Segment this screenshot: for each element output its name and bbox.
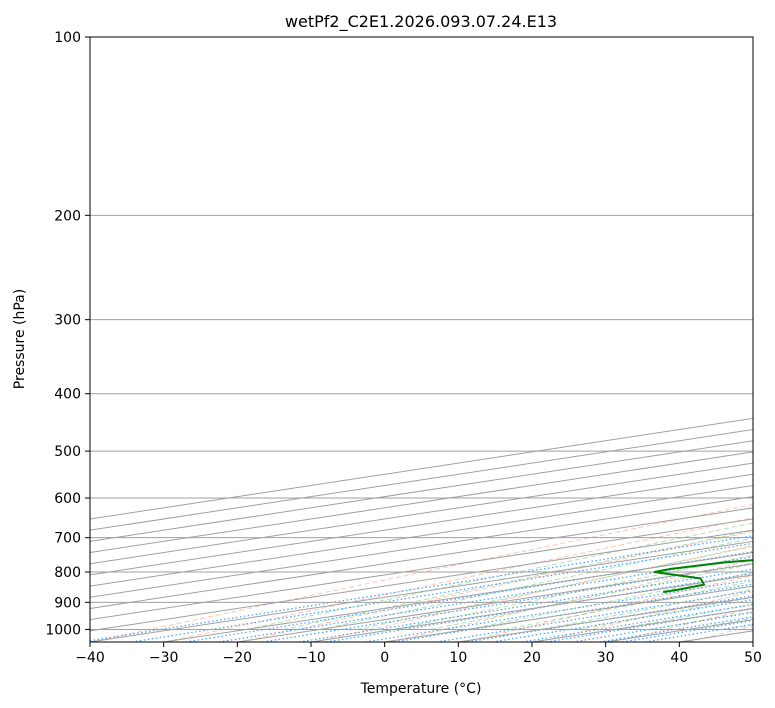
- x-axis: −40 −30 −20 −10 0 10 20 30 40 50: [75, 642, 762, 666]
- isotherm: [90, 518, 753, 621]
- y-tick-label: 600: [54, 491, 81, 507]
- x-tick-label: −10: [296, 650, 326, 666]
- plot-background: [90, 37, 753, 642]
- isotherm: [90, 451, 753, 554]
- dry-adiabat: [314, 544, 753, 642]
- x-axis-label: Temperature (°C): [360, 681, 482, 697]
- moist-adiabat: [504, 580, 753, 630]
- isotherm: [90, 496, 753, 598]
- x-tick-label: −20: [223, 650, 253, 666]
- y-tick-label: 700: [54, 531, 81, 547]
- plot-frame: [89, 36, 754, 643]
- isotherm: [90, 529, 753, 632]
- moist-adiabat: [283, 529, 753, 630]
- x-tick-label: 10: [449, 650, 467, 666]
- moist-adiabat: [356, 545, 753, 630]
- mixing-ratio-line: [326, 572, 753, 642]
- mixing-ratio-line: [599, 616, 753, 642]
- mixing-ratio-line: [218, 556, 753, 642]
- y-tick-label: 400: [54, 387, 81, 403]
- x-tick-label: 30: [597, 650, 615, 666]
- x-tick-label: −30: [149, 650, 179, 666]
- chart-title: wetPf2_C2E1.2026.093.07.24.E13: [285, 12, 557, 32]
- y-tick-label: 500: [54, 444, 81, 460]
- y-tick-label: 300: [54, 313, 81, 329]
- mixing-ratio-line: [262, 562, 753, 642]
- x-tick-label: −40: [75, 650, 105, 666]
- dry-adiabat: [463, 575, 753, 642]
- y-axis-label: Pressure (hPa): [12, 289, 28, 389]
- y-tick-label: 1000: [45, 622, 81, 638]
- isotherm: [90, 462, 753, 565]
- moist-adiabat: [319, 537, 753, 630]
- dry-adiabat: [763, 37, 775, 642]
- x-tick-label: 50: [744, 650, 762, 666]
- dry-adiabat: [239, 530, 753, 642]
- y-tick-label: 100: [54, 30, 81, 46]
- isotherm: [90, 507, 753, 609]
- y-tick-label: 900: [54, 595, 81, 611]
- mixing-ratio-line: [299, 568, 753, 642]
- isotherm: [90, 440, 753, 542]
- isotherm: [90, 473, 753, 576]
- grid-lines: [90, 37, 753, 642]
- y-axis: 100 200 300 400 500 600 700 800 900 1000: [45, 30, 90, 638]
- moist-adiabat: [762, 37, 775, 629]
- y-tick-label: 800: [54, 565, 81, 581]
- isotherm: [90, 484, 753, 587]
- x-tick-label: 0: [380, 650, 389, 666]
- moist-adiabat: [246, 522, 753, 630]
- y-tick-label: 200: [54, 208, 81, 224]
- x-tick-label: 40: [670, 650, 688, 666]
- isotherm: [752, 641, 753, 642]
- dry-adiabat: [90, 503, 753, 642]
- reference-lines: [90, 37, 775, 642]
- moist-adiabat: [430, 563, 753, 630]
- x-tick-label: 20: [523, 650, 541, 666]
